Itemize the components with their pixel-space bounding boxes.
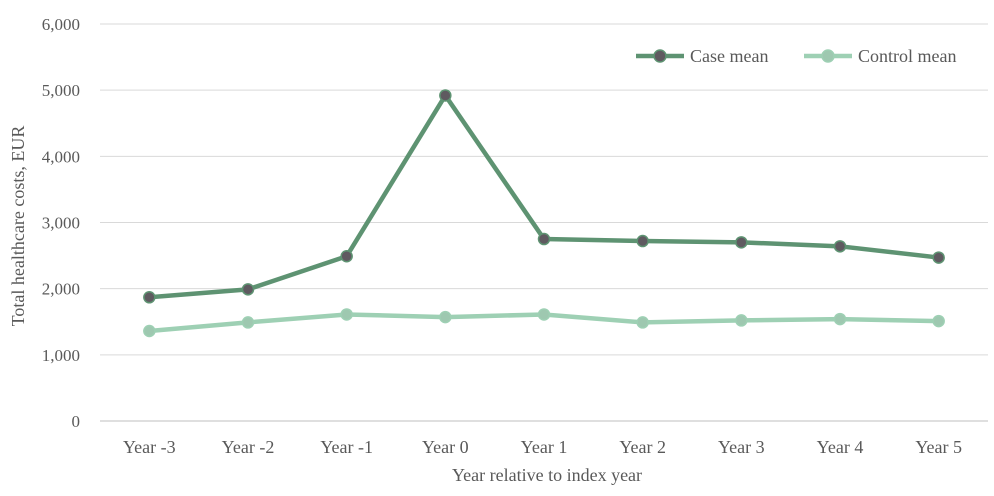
x-axis-label: Year relative to index year xyxy=(452,465,642,485)
data-point xyxy=(143,324,156,338)
x-tick-label: Year 3 xyxy=(718,437,765,457)
x-tick-label: Year 5 xyxy=(915,437,962,457)
series-line-0 xyxy=(147,93,941,300)
data-point xyxy=(932,314,945,328)
data-point xyxy=(143,291,156,304)
data-point xyxy=(537,308,551,321)
data-point xyxy=(636,234,649,248)
y-tick-label: 5,000 xyxy=(42,81,80,100)
data-point xyxy=(439,89,452,102)
data-point xyxy=(636,316,649,329)
data-point xyxy=(241,283,255,296)
y-tick-label: 3,000 xyxy=(42,214,80,233)
data-point xyxy=(537,232,551,246)
gridlines xyxy=(100,23,988,422)
data-point xyxy=(932,251,945,264)
series-group xyxy=(143,89,945,338)
y-tick-label: 0 xyxy=(72,412,81,431)
legend: Case mean Control mean xyxy=(636,46,956,66)
data-point xyxy=(833,312,847,326)
x-tick-label: Year 2 xyxy=(619,437,666,457)
data-point xyxy=(735,314,748,327)
data-point xyxy=(340,308,353,321)
data-point xyxy=(340,249,353,263)
y-tick-label: 6,000 xyxy=(42,15,80,34)
y-tick-label: 2,000 xyxy=(42,280,80,299)
legend-swatch-marker xyxy=(821,49,835,63)
x-tick-label: Year 4 xyxy=(817,437,864,457)
data-point xyxy=(735,236,748,249)
legend-label: Case mean xyxy=(690,46,768,66)
x-tick-label: Year 0 xyxy=(422,437,469,457)
legend-label: Control mean xyxy=(858,46,956,66)
legend-swatch-marker xyxy=(653,49,667,63)
x-tick-label: Year -1 xyxy=(320,437,373,457)
y-tick-label: 4,000 xyxy=(42,147,80,166)
data-point xyxy=(439,310,452,324)
x-tick-label: Year 1 xyxy=(521,437,568,457)
y-tick-label: 1,000 xyxy=(42,346,80,365)
y-axis-label: Total healthcare costs, EUR xyxy=(8,126,28,327)
x-tick-label: Year -2 xyxy=(222,437,275,457)
data-point xyxy=(241,316,255,329)
x-axis-tick-labels: Year -3 Year -2 Year -1 Year 0 Year 1 Year 2 Y… xyxy=(123,437,962,457)
y-axis-tick-labels: 0 1,000 2,000 3,000 4,000 5,000 6,000 xyxy=(42,15,80,431)
data-point xyxy=(833,240,847,253)
x-tick-label: Year -3 xyxy=(123,437,176,457)
